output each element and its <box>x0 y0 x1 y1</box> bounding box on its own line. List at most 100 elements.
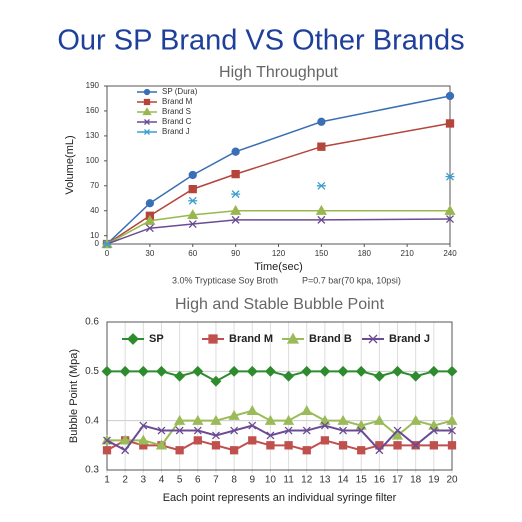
data-point <box>210 375 222 387</box>
data-point <box>315 204 327 215</box>
legend-marker <box>143 98 151 106</box>
x-tick-label: 17 <box>392 475 404 486</box>
data-point <box>337 414 349 425</box>
data-point <box>139 421 148 430</box>
data-point <box>429 441 438 450</box>
y-tick-label: 70 <box>90 181 99 190</box>
data-point <box>175 426 184 435</box>
data-point <box>447 441 457 450</box>
x-tick-label: 14 <box>337 475 349 486</box>
data-point <box>319 414 331 425</box>
data-point <box>444 204 456 215</box>
data-point <box>175 446 184 455</box>
data-point <box>145 224 154 233</box>
x-tick-label: 240 <box>443 249 457 258</box>
x-tick-label: 16 <box>374 475 386 486</box>
data-point <box>230 426 239 435</box>
data-point <box>192 414 204 425</box>
data-point <box>157 426 166 435</box>
data-point <box>265 365 276 377</box>
data-point <box>319 365 331 377</box>
x-tick-label: 150 <box>315 249 329 258</box>
data-point <box>410 414 422 425</box>
legend-marker <box>144 119 150 125</box>
data-point <box>446 414 458 425</box>
data-point <box>103 436 111 445</box>
x-tick-label: 7 <box>213 475 219 486</box>
data-point <box>144 214 156 225</box>
plot-frame <box>106 85 451 245</box>
x-tick-label: 1 <box>104 475 110 486</box>
data-point <box>391 429 404 440</box>
data-point <box>155 439 168 450</box>
data-point <box>284 441 293 450</box>
data-point <box>355 419 367 430</box>
x-tick-label: 9 <box>249 475 255 486</box>
data-point <box>302 426 311 435</box>
legend-label: Brand C <box>162 117 192 126</box>
y-tick-label: 0 <box>95 239 100 248</box>
y-tick-label: 0.4 <box>85 415 99 426</box>
data-point <box>174 370 186 382</box>
data-point <box>445 119 455 128</box>
annotation: 3.0% Trypticase Soy Broth <box>172 275 278 285</box>
data-point <box>316 181 326 190</box>
chart-title: High Throughput <box>219 64 338 81</box>
data-point <box>428 419 440 430</box>
data-point <box>337 365 349 377</box>
data-point <box>317 142 326 151</box>
data-point <box>355 365 367 377</box>
x-tick-label: 3 <box>141 475 147 486</box>
series-line <box>106 218 451 245</box>
data-point <box>246 404 258 415</box>
data-point <box>375 446 384 455</box>
data-point <box>373 414 385 425</box>
x-axis-label: Each point represents an individual syri… <box>163 492 397 504</box>
data-point <box>266 441 275 450</box>
data-point <box>231 215 240 224</box>
legend-marker <box>143 129 151 135</box>
data-point <box>248 421 257 430</box>
data-point <box>448 426 456 435</box>
page-title: Our SP Brand VS Other Brands <box>57 25 464 57</box>
data-point <box>338 441 348 450</box>
data-point <box>339 426 348 435</box>
data-point <box>357 446 366 455</box>
legend-marker <box>208 334 218 344</box>
data-point <box>317 117 326 126</box>
x-tick-label: 210 <box>400 249 414 258</box>
data-point <box>192 365 204 377</box>
x-tick-label: 15 <box>356 475 368 486</box>
data-point <box>230 204 242 215</box>
data-point <box>445 91 455 101</box>
legend-label: Brand S <box>162 107 191 116</box>
legend-label: SP (Dura) <box>162 87 198 96</box>
data-point <box>373 370 385 382</box>
data-point <box>228 365 240 377</box>
y-tick-label: 0.5 <box>85 366 99 377</box>
data-point <box>119 365 131 377</box>
legend-label: Brand B <box>309 333 352 345</box>
data-point <box>301 365 313 377</box>
y-tick-label: 130 <box>86 131 100 140</box>
y-tick-label: 10 <box>90 231 99 240</box>
legend-label: Brand M <box>229 333 273 345</box>
data-point <box>119 434 131 445</box>
data-point <box>211 441 221 450</box>
data-point <box>428 365 440 377</box>
legend-label: Brand M <box>162 97 193 106</box>
x-tick-label: 120 <box>272 249 286 258</box>
x-axis-label: Time(sec) <box>254 261 302 273</box>
data-point <box>231 190 241 199</box>
y-tick-label: 100 <box>86 156 100 165</box>
data-point <box>228 409 240 420</box>
data-point <box>264 414 277 425</box>
data-point <box>231 169 240 179</box>
series-line <box>106 209 450 245</box>
x-tick-label: 6 <box>195 475 201 486</box>
x-tick-label: 60 <box>188 249 197 258</box>
data-point <box>101 365 113 377</box>
data-point <box>188 220 197 229</box>
x-tick-label: 19 <box>428 475 440 486</box>
data-point <box>188 184 197 194</box>
